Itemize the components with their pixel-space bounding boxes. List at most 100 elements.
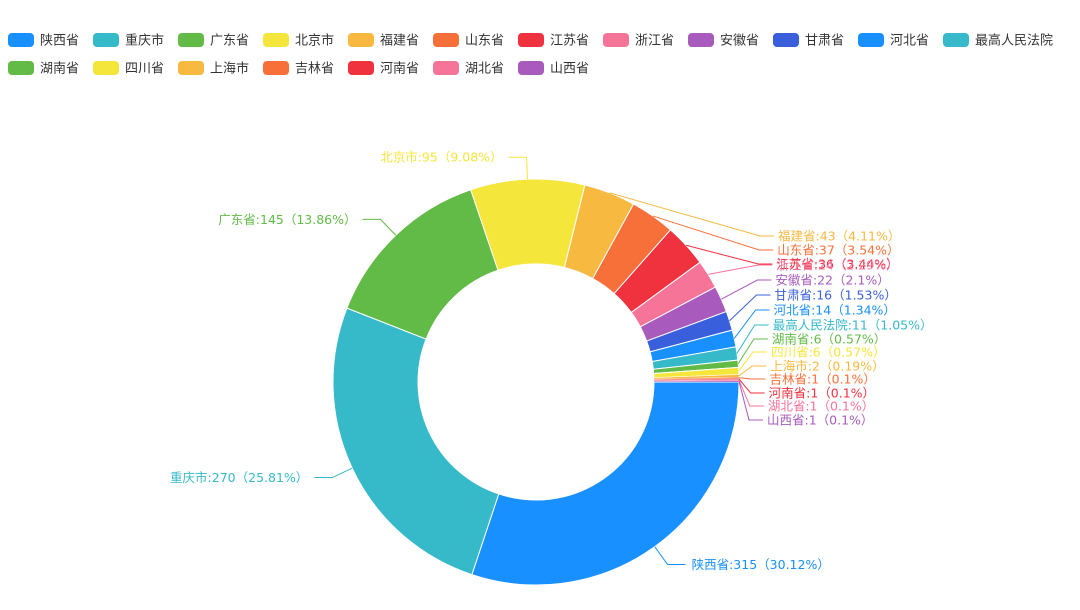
slice-data-label: 陕西省:315（30.12%）	[692, 557, 830, 572]
legend-label: 四川省	[125, 62, 164, 77]
legend-item[interactable]: 广东省	[178, 33, 249, 49]
legend-item[interactable]: 北京市	[263, 33, 334, 49]
leader-line	[654, 546, 686, 566]
leader-line	[737, 338, 768, 365]
slice-data-label: 湖北省:1（0.1%）	[768, 399, 874, 414]
legend-label: 上海市	[210, 61, 249, 77]
slice-data-label: 广东省:145（13.86%）	[218, 212, 356, 227]
leader-line	[733, 309, 770, 339]
slice-data-label: 四川省:6（0.57%）	[771, 345, 885, 360]
leader-line	[508, 156, 528, 180]
slice-data-label: 河北省:14（1.34%）	[774, 303, 896, 318]
leader-line	[652, 215, 774, 251]
legend-swatch	[603, 33, 629, 47]
leader-line	[708, 264, 773, 275]
legend-label: 安徽省	[720, 34, 759, 49]
legend-swatch	[348, 61, 374, 75]
legend-label: 湖南省	[40, 61, 79, 77]
legend-swatch	[263, 33, 289, 47]
chart-legend: 陕西省 重庆市 广东省 北京市 福建省 山东省 江苏省 浙江省 安徽省 甘肃省 河北省 最高人民法院湖…	[8, 33, 1053, 77]
legend-swatch	[8, 61, 34, 75]
slice-data-label: 浙江省:24（2.29%）	[776, 258, 898, 273]
label-leader-lines	[314, 156, 775, 566]
legend-label: 浙江省	[635, 34, 674, 49]
legend-label: 福建省	[380, 34, 419, 49]
legend-item[interactable]: 重庆市	[93, 33, 164, 49]
slice-data-label: 河南省:1（0.1%）	[769, 386, 875, 401]
legend-item[interactable]: 河北省	[858, 33, 929, 49]
legend-label: 甘肃省	[805, 34, 844, 49]
slice-data-label: 山东省:37（3.54%）	[777, 243, 899, 258]
legend-item[interactable]: 湖北省	[433, 61, 504, 77]
slice-data-label: 吉林省:1（0.1%）	[769, 372, 875, 387]
legend-item[interactable]: 安徽省	[688, 33, 759, 49]
slice-labels: 陕西省:315（30.12%） 重庆市:270（25.81%） 广东省:145（13…	[170, 150, 932, 572]
legend-item[interactable]: 山东省	[433, 33, 504, 49]
legend-label: 陕西省	[40, 34, 79, 49]
slice-data-label: 北京市:95（9.08%）	[380, 150, 502, 165]
leader-line	[736, 324, 769, 354]
leader-line	[685, 244, 773, 265]
legend-swatch	[433, 61, 459, 75]
slice-data-label: 甘肃省:16（1.53%）	[775, 288, 897, 303]
legend-swatch	[773, 33, 799, 47]
leader-line	[738, 351, 768, 372]
legend-item[interactable]: 福建省	[348, 33, 419, 49]
slice-data-label: 上海市:2（0.19%）	[770, 359, 884, 374]
legend-swatch	[263, 61, 289, 75]
legend-swatch	[8, 33, 34, 47]
legend-swatch	[433, 33, 459, 47]
donut-slice[interactable]	[332, 307, 500, 576]
slice-data-label: 福建省:43（4.11%）	[778, 229, 900, 244]
leader-line	[738, 379, 764, 407]
legend-label: 吉林省	[295, 62, 334, 77]
donut-slice[interactable]	[346, 189, 499, 340]
legend-swatch	[858, 33, 884, 47]
legend-swatch	[93, 61, 119, 75]
legend-swatch	[178, 33, 204, 47]
legend-item[interactable]: 湖南省	[8, 61, 79, 77]
legend-swatch	[688, 33, 714, 47]
slice-data-label: 湖南省:6（0.57%）	[772, 332, 886, 347]
leader-line	[738, 377, 766, 380]
leader-line	[362, 218, 397, 236]
legend-swatch	[93, 33, 119, 47]
legend-label: 北京市	[295, 33, 334, 49]
legend-label: 湖北省	[465, 62, 504, 77]
leader-line	[738, 381, 763, 421]
leader-line	[738, 365, 767, 377]
donut-slice[interactable]	[471, 381, 740, 586]
legend-item[interactable]: 陕西省	[8, 33, 79, 49]
slice-data-label: 重庆市:270（25.81%）	[170, 470, 308, 485]
slice-data-label: 最高人民法院:11（1.05%）	[773, 318, 933, 333]
legend-item[interactable]: 江苏省	[518, 33, 589, 49]
legend-item[interactable]: 甘肃省	[773, 33, 844, 49]
legend-item[interactable]: 最高人民法院	[943, 33, 1053, 49]
legend-item[interactable]: 山西省	[518, 61, 589, 77]
legend-item[interactable]: 上海市	[178, 61, 249, 77]
legend-label: 最高人民法院	[975, 33, 1053, 49]
slice-data-label: 安徽省:22（2.1%）	[775, 273, 889, 288]
legend-label: 河北省	[890, 34, 929, 49]
legend-label: 河南省	[380, 61, 419, 77]
legend-swatch	[178, 61, 204, 75]
legend-label: 山东省	[465, 34, 504, 49]
leader-line	[314, 467, 353, 479]
legend-item[interactable]: 浙江省	[603, 33, 674, 49]
legend-swatch	[518, 61, 544, 75]
legend-label: 江苏省	[550, 33, 589, 49]
legend-label: 广东省	[210, 34, 249, 49]
leader-line	[721, 279, 772, 300]
legend-label: 山西省	[550, 62, 589, 77]
legend-item[interactable]: 河南省	[348, 61, 419, 77]
legend-item[interactable]: 吉林省	[263, 61, 334, 77]
legend-swatch	[943, 33, 969, 47]
legend-item[interactable]: 四川省	[93, 61, 164, 77]
leader-line	[729, 294, 771, 322]
legend-swatch	[518, 33, 544, 47]
leader-line	[738, 378, 765, 394]
legend-label: 重庆市	[125, 33, 164, 49]
legend-swatch	[348, 33, 374, 47]
leader-line	[609, 192, 775, 237]
